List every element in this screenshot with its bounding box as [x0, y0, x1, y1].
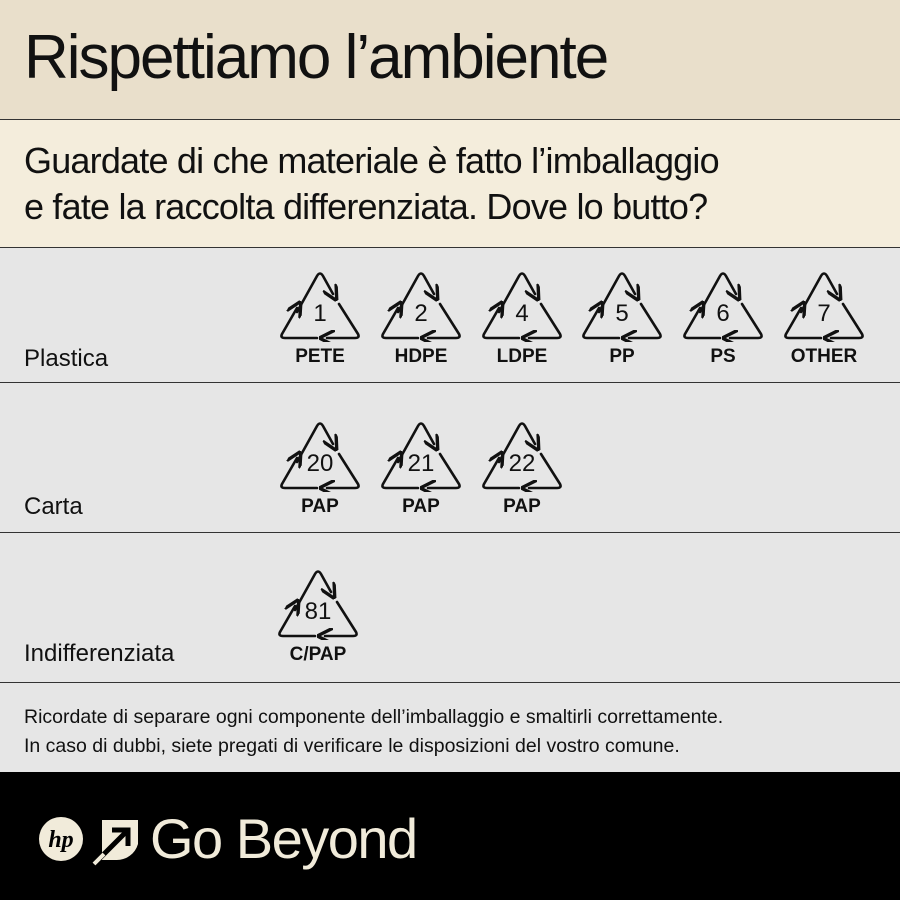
recycling-code: 1 PETE [275, 270, 365, 368]
note: Ricordate di separare ogni componente de… [0, 683, 900, 773]
material-abbreviation: PAP [503, 496, 541, 517]
recycling-number: 1 [313, 300, 326, 327]
go-beyond-arrow-icon [92, 820, 138, 866]
recycling-number: 21 [408, 450, 435, 477]
subtitle-line-1: Guardate di che materiale è fatto l’imba… [24, 140, 720, 181]
brand-tagline: Go Beyond [150, 807, 418, 870]
recycle-triangle-icon: 21 [381, 422, 461, 492]
row-label: Carta [24, 493, 83, 520]
recycling-code: 5 PP [577, 270, 667, 368]
material-abbreviation: PAP [301, 496, 339, 517]
row-indifferenziata: Indifferenziata [0, 533, 900, 683]
recycling-code: 6 PS [678, 270, 768, 368]
recycling-number: 81 [305, 598, 332, 625]
recycle-triangle-icon: 81 [278, 570, 358, 640]
row-label: Plastica [24, 345, 109, 372]
recycling-number: 4 [515, 300, 528, 327]
recycling-code: 4 LDPE [477, 270, 567, 368]
note-line-2: In caso di dubbi, siete pregati di verif… [24, 735, 680, 757]
recycling-code: 21 PAP [376, 420, 466, 518]
recycling-code: 22 PAP [477, 420, 567, 518]
material-abbreviation: LDPE [496, 346, 548, 367]
material-abbreviation: OTHER [790, 346, 858, 367]
recycle-triangle-icon: 20 [280, 422, 360, 492]
svg-text:hp: hp [48, 827, 73, 853]
recycling-number: 22 [509, 450, 536, 477]
row-label: Indifferenziata [24, 640, 175, 667]
note-line-1: Ricordate di separare ogni componente de… [24, 706, 724, 728]
recycling-number: 20 [307, 450, 334, 477]
recycling-code: 81 C/PAP [273, 568, 363, 666]
recycling-code: 2 HDPE [376, 270, 466, 368]
material-abbreviation: PETE [295, 346, 345, 367]
footer: hp Go Beyond [0, 772, 900, 900]
page-title: Rispettiamo l’ambiente [24, 23, 609, 92]
recycling-code: 7 OTHER [779, 270, 869, 368]
hp-logo-icon: hp [39, 817, 83, 861]
material-abbreviation: PP [609, 346, 635, 367]
recycle-triangle-icon: 4 [482, 272, 562, 342]
subtitle: Guardate di che materiale è fatto l’imba… [24, 138, 720, 230]
recycling-number: 2 [414, 300, 427, 327]
material-abbreviation: PAP [402, 496, 440, 517]
material-abbreviation: PS [710, 346, 736, 367]
recycle-triangle-icon: 1 [280, 272, 360, 342]
recycling-code: 20 PAP [275, 420, 365, 518]
subtitle-band: Guardate di che materiale è fatto l’imba… [0, 120, 900, 248]
material-abbreviation: C/PAP [289, 644, 347, 665]
recycling-number: 6 [716, 300, 729, 327]
recycling-number: 7 [817, 300, 830, 327]
recycle-triangle-icon: 6 [683, 272, 763, 342]
row-carta: Carta [0, 383, 900, 533]
recycle-triangle-icon: 7 [784, 272, 864, 342]
subtitle-line-2: e fate la raccolta differenziata. Dove l… [24, 186, 708, 227]
recycle-triangle-icon: 2 [381, 272, 461, 342]
recycle-triangle-icon: 22 [482, 422, 562, 492]
recycle-triangle-icon: 5 [582, 272, 662, 342]
material-abbreviation: HDPE [394, 346, 448, 367]
title-band: Rispettiamo l’ambiente [0, 0, 900, 120]
recycling-number: 5 [615, 300, 628, 327]
